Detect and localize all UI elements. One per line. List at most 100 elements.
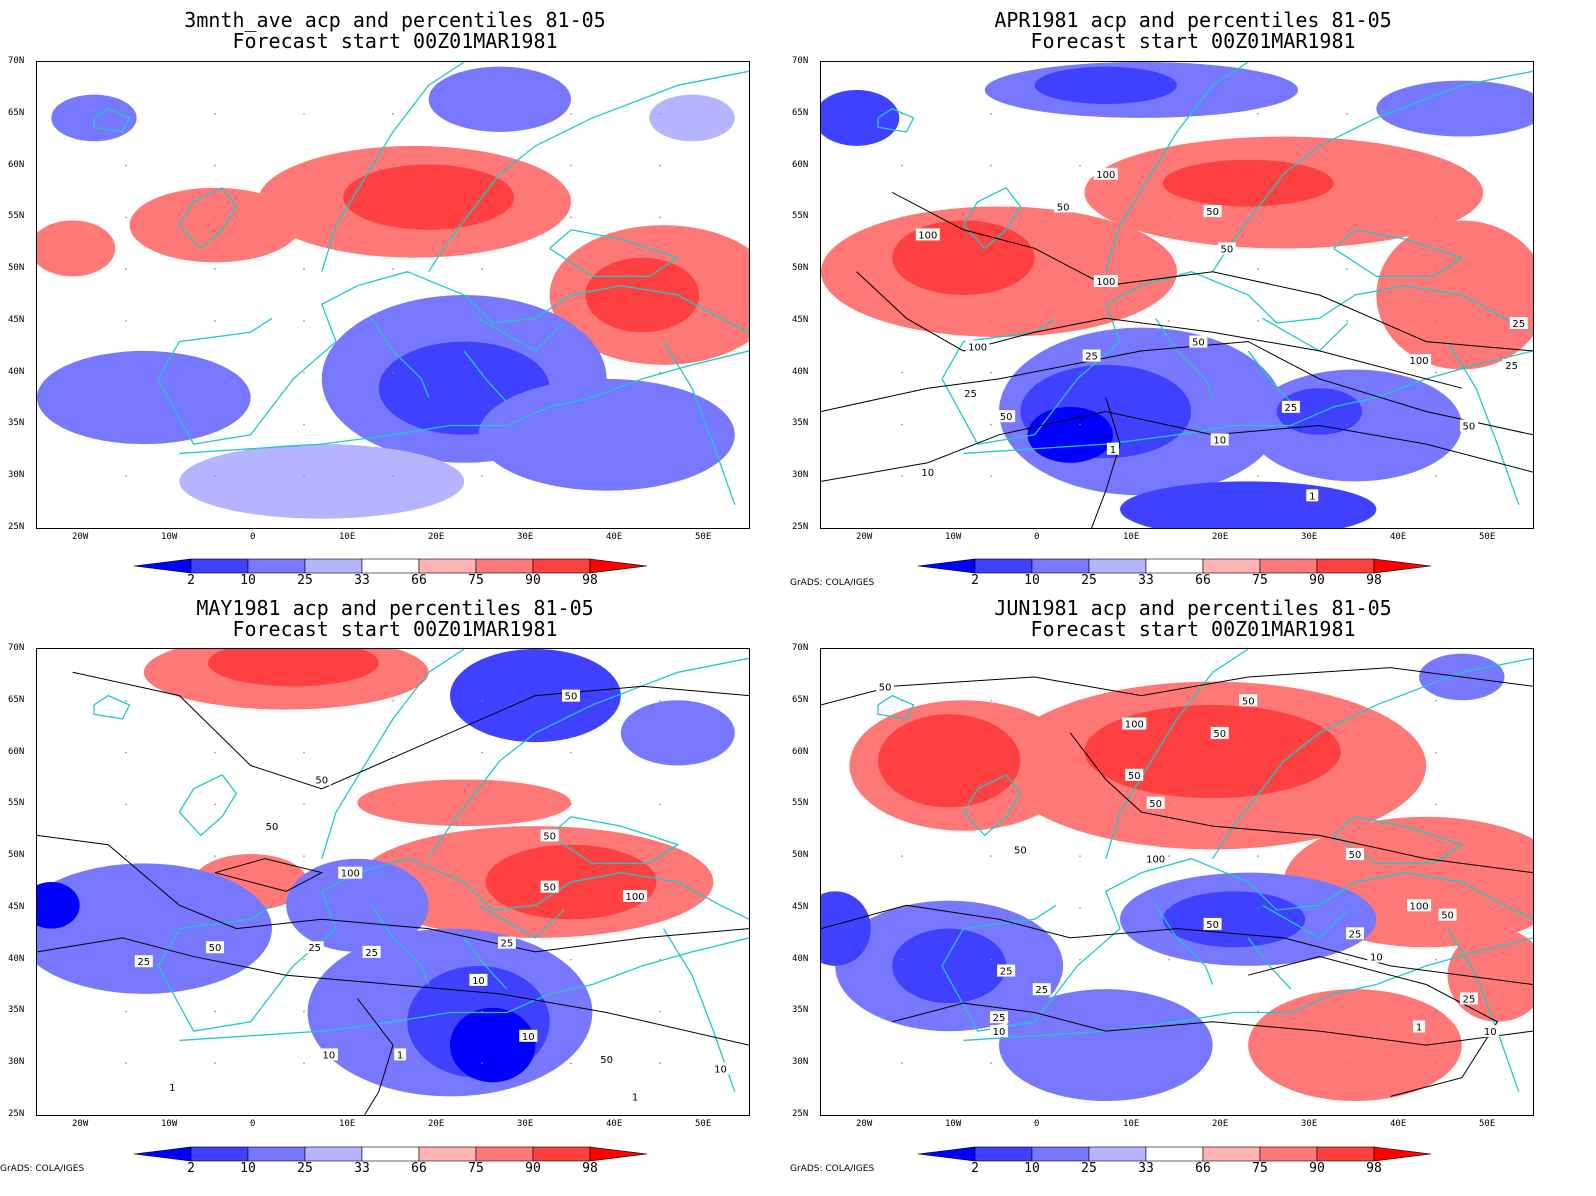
graticule-dot bbox=[392, 320, 394, 322]
longitude-tick-label: 0 bbox=[1034, 1119, 1040, 1129]
graticule-dot bbox=[990, 1062, 992, 1065]
panel-title-line1: MAY1981 acp and percentiles 81-05 bbox=[196, 596, 594, 620]
graticule-dot bbox=[1346, 751, 1348, 754]
graticule-dot bbox=[214, 216, 216, 219]
contour-label: 50 bbox=[206, 941, 224, 954]
longitude-tick-label: 20E bbox=[428, 1119, 445, 1129]
longitude-tick-label: 10W bbox=[161, 532, 178, 542]
percentile-shading-region bbox=[877, 714, 1021, 808]
latitude-tick-label: 70N bbox=[8, 56, 25, 66]
coastline bbox=[1105, 62, 1249, 272]
contour-label: 1 bbox=[1106, 442, 1119, 456]
graticule-dot bbox=[659, 1062, 661, 1065]
graticule-dot bbox=[990, 268, 992, 270]
graticule-dot bbox=[901, 371, 903, 374]
colorbar-segment bbox=[190, 1146, 249, 1162]
coastline bbox=[1212, 70, 1533, 273]
graticule-dot bbox=[1435, 268, 1437, 270]
graticule-dot bbox=[1168, 907, 1170, 909]
contour-line bbox=[1069, 732, 1533, 874]
colorbar-segment bbox=[247, 1146, 306, 1162]
graticule-dot bbox=[481, 164, 483, 167]
graticule-dot bbox=[303, 216, 305, 219]
longitude-tick-label: 20E bbox=[1212, 532, 1229, 542]
svg-text:100: 100 bbox=[1410, 901, 1429, 912]
svg-text:25: 25 bbox=[1000, 967, 1013, 978]
latitude-tick-label: 40N bbox=[8, 366, 25, 377]
latitude-tick-label: 70N bbox=[792, 643, 809, 653]
graticule-dot bbox=[1079, 1062, 1081, 1065]
graticule-dot bbox=[1168, 1062, 1170, 1065]
colorbar-segment bbox=[247, 558, 306, 574]
colorbar-segment bbox=[418, 1146, 477, 1162]
map-area bbox=[36, 61, 750, 529]
svg-text:50: 50 bbox=[1349, 850, 1362, 861]
colorbar bbox=[134, 1146, 648, 1162]
map-svg: 100 50 100 50 100 50 100 50 25 10 1 25 50 10 25 1 100 25 2… bbox=[821, 62, 1533, 528]
percentile-shading-region bbox=[37, 863, 272, 994]
contour-label: 25 bbox=[1082, 349, 1101, 363]
graticule-dot bbox=[1257, 371, 1259, 374]
svg-text:10: 10 bbox=[1370, 953, 1383, 964]
graticule-dot bbox=[1168, 320, 1170, 322]
colorbar-label: 90 bbox=[525, 573, 541, 588]
percentile-shading-region bbox=[179, 444, 465, 519]
graticule-dot bbox=[570, 475, 572, 478]
graticule-dot bbox=[1079, 164, 1081, 167]
graticule-dot bbox=[1435, 803, 1437, 806]
percentile-shading-region bbox=[37, 882, 80, 929]
contour-label: 25 bbox=[1346, 927, 1364, 940]
svg-text:25: 25 bbox=[1512, 319, 1525, 330]
colorbar-segment bbox=[304, 558, 363, 574]
graticule-dot bbox=[392, 751, 394, 754]
graticule-dot bbox=[1079, 475, 1081, 478]
svg-text:25: 25 bbox=[1035, 985, 1048, 996]
contour-label: 25 bbox=[1509, 316, 1528, 330]
coastline bbox=[93, 107, 131, 133]
percentile-shading-region bbox=[1162, 159, 1334, 207]
colorbar-segment bbox=[304, 1146, 363, 1162]
contour-label: 10 bbox=[711, 1062, 730, 1075]
graticule-dot bbox=[1168, 1010, 1170, 1013]
coastline bbox=[1155, 317, 1214, 398]
panel-title-line1: APR1981 acp and percentiles 81-05 bbox=[994, 8, 1392, 32]
colorbar-segment bbox=[918, 558, 976, 574]
graticule-dot bbox=[1257, 803, 1259, 806]
graticule-dot bbox=[481, 751, 483, 754]
graticule-dot bbox=[303, 423, 305, 426]
latitude-tick-label: 25N bbox=[8, 1109, 25, 1119]
colorbar-label: 33 bbox=[354, 573, 370, 588]
percentile-shading-region bbox=[343, 164, 515, 230]
graticule-dot bbox=[570, 371, 572, 374]
map-svg: 50 100 50 50 50 50 100 50 50 50 25 10 25 25 25 10 25 10 1 1… bbox=[821, 649, 1533, 1102]
graticule-dot bbox=[990, 164, 992, 167]
graticule-dot bbox=[990, 371, 992, 374]
contour-line bbox=[821, 410, 1533, 482]
percentile-shading-region bbox=[585, 257, 700, 333]
graticule-dot bbox=[1435, 907, 1437, 909]
latitude-tick-label: 35N bbox=[8, 418, 25, 429]
contour-line bbox=[357, 998, 394, 1115]
colorbar-segment bbox=[361, 558, 420, 574]
coastline bbox=[1155, 904, 1214, 985]
contour-label: 25 bbox=[497, 936, 516, 950]
map-svg: 50 50 50 100 50 100 50 25 25 50 25 10 25 10 1 10 1 50 10 1 bbox=[37, 649, 749, 1115]
coastline bbox=[1447, 341, 1520, 505]
svg-text:25: 25 bbox=[964, 389, 977, 400]
graticule-dot bbox=[570, 423, 572, 426]
graticule-dot bbox=[570, 907, 572, 909]
longitude-tick-label: 0 bbox=[1034, 532, 1040, 542]
contour-label: 100 bbox=[1093, 167, 1118, 181]
svg-text:50: 50 bbox=[1441, 911, 1454, 922]
contour-label: 50 bbox=[997, 410, 1016, 423]
svg-text:100: 100 bbox=[341, 869, 360, 880]
svg-text:50: 50 bbox=[565, 692, 578, 703]
graticule-dot bbox=[303, 475, 305, 478]
colorbar-segment bbox=[1088, 1146, 1147, 1162]
svg-text:10: 10 bbox=[472, 976, 485, 987]
svg-text:25: 25 bbox=[365, 948, 378, 959]
graticule-dot bbox=[1346, 1010, 1348, 1013]
coastline bbox=[463, 350, 508, 403]
contour-label: 100 bbox=[1407, 354, 1432, 367]
colorbar-segment bbox=[532, 558, 591, 574]
